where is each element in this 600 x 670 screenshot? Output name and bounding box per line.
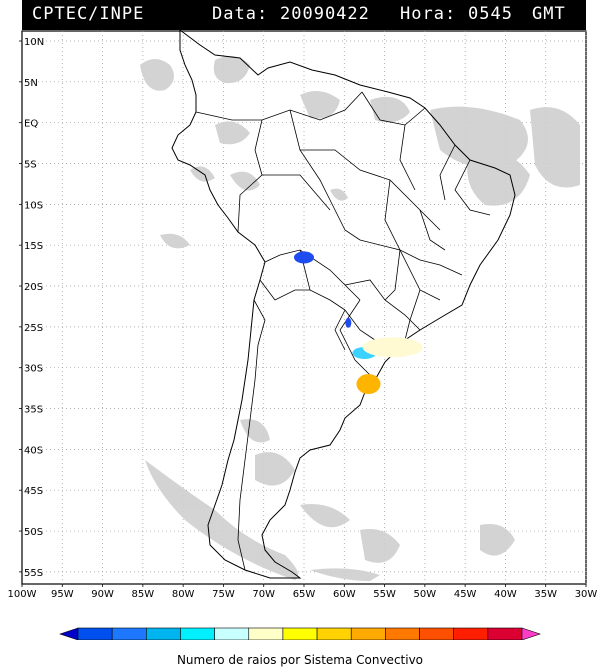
lat-label: 55S <box>24 568 43 579</box>
legend-colorbar <box>59 627 541 640</box>
lon-label: 35W <box>534 589 557 600</box>
legend-swatch <box>350 627 386 640</box>
lon-label: 60W <box>333 589 356 600</box>
lon-label: 45W <box>454 589 477 600</box>
lat-label: 25S <box>24 323 43 334</box>
legend-swatch <box>111 627 147 640</box>
axis-labels: 10N 5N EQ 5S 10S 15S 20S 25S 30S 35S 40S 45S 50S 55S 1… <box>8 37 598 600</box>
legend-swatch <box>180 627 215 640</box>
lon-label: 40W <box>494 589 517 600</box>
lat-label: 35S <box>24 405 43 416</box>
lat-label: 15S <box>24 241 43 252</box>
lightning-clusters <box>294 251 423 395</box>
lon-label: 65W <box>293 589 316 600</box>
lon-label: 85W <box>132 589 155 600</box>
legend-swatch <box>77 627 113 640</box>
legend-swatch <box>453 627 489 640</box>
uruguay-cluster <box>356 374 381 395</box>
lat-label: 45S <box>24 486 43 497</box>
lat-label: 40S <box>24 445 43 456</box>
lat-label: 20S <box>24 282 43 293</box>
lon-label: 70W <box>252 589 275 600</box>
map: 10N 5N EQ 5S 10S 15S 20S 25S 30S 35S 40S 45S 50S 55S 1… <box>8 29 598 640</box>
title-bar: CPTEC/INPE Data: 20090422 Hora: 0545 GMT <box>22 0 586 30</box>
lon-label: 50W <box>414 589 437 600</box>
lon-label: 95W <box>51 589 74 600</box>
cloud-cover <box>140 56 580 581</box>
legend-swatch <box>146 627 181 640</box>
legend-swatch <box>487 627 523 640</box>
lon-label: 30W <box>575 589 598 600</box>
lon-label: 75W <box>212 589 235 600</box>
lat-label: 50S <box>24 527 43 538</box>
country-borders <box>195 91 491 571</box>
time-zone: GMT <box>532 4 566 24</box>
legend-swatch <box>316 627 352 640</box>
time-value: 0545 <box>468 4 513 24</box>
legend-swatch <box>282 627 318 640</box>
graticule <box>22 31 587 584</box>
south-brazil-cluster <box>362 337 423 358</box>
legend-caption: Numero de raios por Sistema Convectivo <box>176 653 424 667</box>
lat-label: 10N <box>24 37 44 48</box>
time-label: Hora: <box>400 4 457 24</box>
lat-label: 30S <box>24 364 43 375</box>
source-label: CPTEC/INPE <box>32 4 145 24</box>
legend-swatch <box>214 627 250 640</box>
lat-label: EQ <box>24 119 38 130</box>
legend-swatch <box>248 627 284 640</box>
legend-swatch <box>419 627 454 640</box>
paraguay-cluster <box>345 317 352 328</box>
legend-swatch <box>385 627 420 640</box>
lon-label: 55W <box>373 589 396 600</box>
bolivia-cluster <box>294 251 314 264</box>
lat-label: 5N <box>24 78 38 89</box>
date-label: Data: <box>212 4 269 24</box>
lon-label: 90W <box>91 589 114 600</box>
lon-label: 100W <box>8 589 37 600</box>
legend-swatch <box>59 627 79 640</box>
lat-label: 10S <box>24 200 43 211</box>
date-value: 20090422 <box>280 4 370 24</box>
lon-label: 80W <box>172 589 195 600</box>
south-america-coastline <box>171 29 516 579</box>
lat-label: 5S <box>24 160 37 171</box>
legend-swatch <box>521 627 541 640</box>
